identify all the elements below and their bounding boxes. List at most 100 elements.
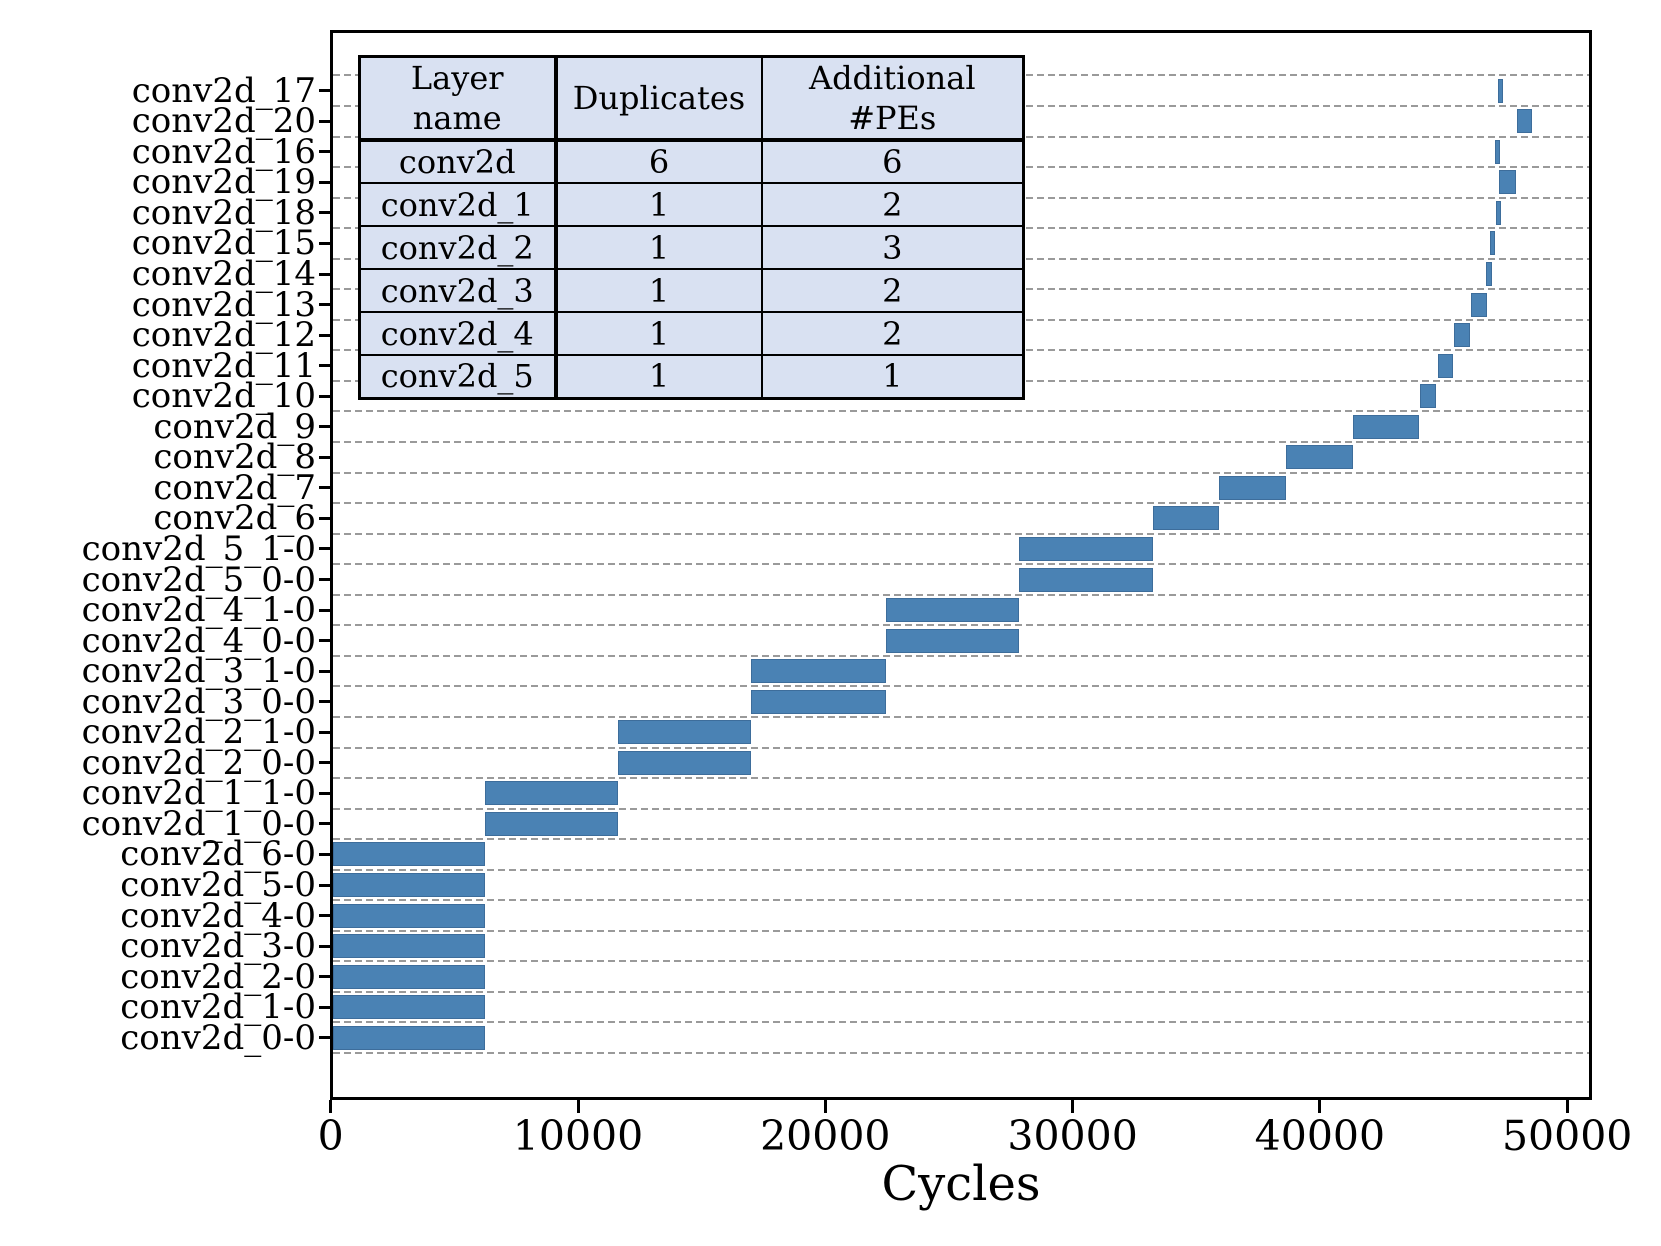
gantt-bar [485,781,619,806]
table-cell: 6 [760,139,1025,184]
row-gridline [333,471,1590,474]
gantt-bar [1420,384,1437,409]
y-tick-label: conv2d_8 [153,437,316,478]
y-tick-label: conv2d_5_0-0 [81,559,316,600]
table-row: conv2d_3 1 2 [358,268,1025,313]
y-tick-label: conv2d_4-0 [120,895,316,936]
table-cell: conv2d_1 [358,182,558,227]
row-gridline [333,563,1590,566]
x-axis-tick [329,1100,333,1113]
gantt-bar [333,903,485,928]
row-gridline [333,654,1590,657]
gantt-bar [1219,475,1286,500]
y-tick-label: conv2d_5_1-0 [81,528,316,569]
gantt-bar [1490,231,1495,256]
row-gridline [333,532,1590,535]
y-axis-tick [319,303,330,307]
y-axis-tick [319,975,330,979]
y-tick-label: conv2d_16 [131,131,316,172]
table-cell: 3 [760,225,1025,270]
gantt-bar [1019,567,1153,592]
x-tick-label: 40000 [1254,1112,1386,1160]
y-tick-label: conv2d_19 [131,162,316,203]
y-axis-tick [319,119,330,123]
table-row: conv2d_4 1 2 [358,311,1025,356]
table-row: conv2d_1 1 2 [358,182,1025,227]
table-cell: 6 [554,139,763,184]
gantt-bar [1498,170,1516,195]
y-axis-tick [319,211,330,215]
gantt-bar [1019,536,1153,561]
y-axis-tick [319,852,330,856]
table-cell: 1 [554,354,763,399]
y-tick-label: conv2d_15 [131,223,316,264]
y-tick-label: conv2d_2_0-0 [81,742,316,783]
y-tick-label: conv2d_12 [131,315,316,356]
row-gridline [333,593,1590,596]
row-gridline [333,777,1590,780]
gantt-bar [618,750,752,775]
table-cell: 1 [760,354,1025,399]
y-tick-label: conv2d_2_1-0 [81,712,316,753]
x-axis-title: Cycles [881,1156,1041,1212]
y-tick-label: conv2d_3-0 [120,926,316,967]
gantt-bar [1516,109,1533,134]
y-axis-tick [319,1036,330,1040]
row-gridline [333,502,1590,505]
table-header-cell: Additional #PEs [760,55,1025,142]
y-axis-tick [319,425,330,429]
y-axis-tick [319,455,330,459]
x-tick-label: 20000 [760,1112,891,1160]
y-tick-label: conv2d_0-0 [120,1017,316,1058]
y-axis-tick [319,669,330,673]
row-gridline [333,624,1590,627]
table-cell: conv2d_2 [358,225,558,270]
y-tick-label: conv2d_10 [131,376,316,417]
x-axis-tick [1071,1100,1075,1113]
y-axis-tick [319,944,330,948]
y-axis-tick [319,761,330,765]
x-axis-tick [823,1100,827,1113]
gantt-bar [485,811,619,836]
y-tick-label: conv2d_7 [153,467,316,508]
y-tick-label: conv2d_1-0 [120,987,316,1028]
table-row: conv2d_5 1 1 [358,354,1025,399]
y-tick-label: conv2d_20 [131,101,316,142]
table-cell: 2 [760,311,1025,356]
y-axis-tick [319,547,330,551]
gantt-bar [886,598,1020,623]
x-tick-label: 50000 [1501,1112,1633,1160]
row-gridline [333,1052,1590,1055]
y-axis-tick [319,700,330,704]
duplicates-table: Layer name Duplicates Additional #PEs conv2… [358,55,1025,400]
y-axis-tick [319,272,330,276]
y-tick-label: conv2d_17 [131,70,316,111]
y-axis-tick [319,1005,330,1009]
gantt-bar [1286,445,1353,470]
table-cell: 1 [554,225,763,270]
gantt-bar [1352,414,1420,439]
table-cell: 2 [760,182,1025,227]
y-tick-label: conv2d_1_0-0 [81,803,316,844]
y-tick-label: conv2d_6-0 [120,834,316,875]
y-axis-tick [319,639,330,643]
y-tick-label: conv2d_1_1-0 [81,773,316,814]
row-gridline [333,441,1590,444]
y-tick-label: conv2d_18 [131,192,316,233]
table-cell: conv2d_5 [358,354,558,399]
y-axis-tick [319,364,330,368]
gantt-bar [1486,262,1492,286]
table-cell: conv2d_3 [358,268,558,313]
gantt-bar [333,964,485,989]
y-axis-tick [319,608,330,612]
y-axis-tick [319,578,330,581]
y-axis-tick [319,730,330,734]
y-tick-label: conv2d_11 [131,345,316,386]
row-gridline [333,838,1590,841]
x-tick-label: 10000 [512,1112,644,1160]
gantt-bar [618,720,752,745]
row-gridline [333,990,1590,993]
y-axis-tick [319,791,330,795]
y-axis-tick [319,394,330,398]
